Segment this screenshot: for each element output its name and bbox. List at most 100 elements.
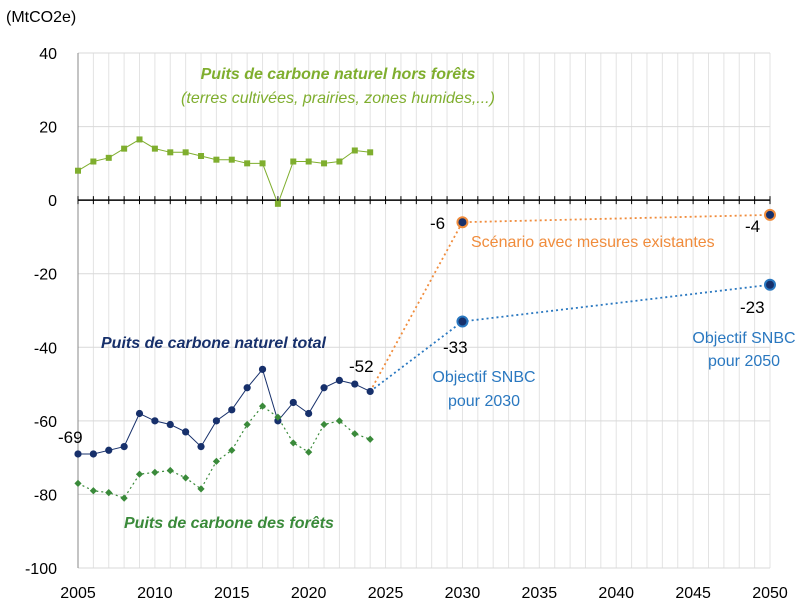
data-point: [305, 448, 313, 456]
data-point: [197, 443, 205, 451]
data-point: [336, 158, 343, 165]
data-point: [367, 149, 374, 156]
data-point: [289, 439, 297, 447]
value-label-end-total: -52: [349, 357, 374, 376]
data-point: [764, 278, 776, 291]
data-point: [228, 156, 235, 163]
data-point: [274, 417, 282, 425]
data-point: [120, 494, 128, 502]
data-point: [105, 488, 113, 497]
data-point: [228, 406, 236, 414]
data-point: [305, 409, 313, 418]
label-total: Puits de carbone naturel total: [101, 335, 326, 352]
data-point: [105, 154, 112, 161]
x-tick-label: 2010: [137, 585, 173, 602]
data-point: [166, 466, 174, 475]
chart-series: [77, 138, 771, 499]
unit-label: (MtCO2e): [6, 9, 76, 26]
data-point: [289, 398, 297, 407]
value-label-scenario-2050: -4: [745, 217, 760, 236]
series-line-3: [77, 405, 371, 499]
x-tick-label: 2050: [752, 585, 788, 602]
data-point: [351, 430, 359, 438]
data-point: [105, 446, 113, 454]
data-point: [351, 380, 359, 388]
data-point: [74, 479, 82, 487]
data-point: [151, 468, 159, 476]
data-point: [456, 315, 469, 328]
label-scenario: Scénario avec mesures existantes: [471, 234, 715, 251]
y-tick-label: -80: [34, 487, 57, 504]
x-tick-label: 2040: [598, 585, 634, 602]
label-snbc-2030-line2: pour 2030: [448, 393, 520, 410]
y-tick-label: -40: [34, 340, 57, 357]
data-point: [321, 160, 328, 167]
data-point: [166, 420, 174, 429]
data-point: [197, 485, 205, 493]
x-tick-label: 2025: [368, 585, 404, 602]
data-point: [456, 216, 469, 229]
data-point: [335, 376, 344, 384]
data-point: [335, 417, 344, 425]
value-label-snbc-2030: -33: [443, 338, 468, 357]
data-point: [351, 147, 358, 154]
data-point: [258, 402, 267, 410]
data-point: [305, 158, 312, 165]
label-snbc-2050-line1: Objectif SNBC: [692, 330, 795, 347]
data-point: [244, 160, 251, 167]
data-point: [75, 167, 81, 174]
data-point: [243, 420, 251, 429]
data-point: [182, 428, 190, 436]
data-point: [136, 136, 143, 143]
data-point: [212, 457, 220, 465]
data-point: [259, 160, 266, 167]
data-point: [320, 420, 328, 429]
x-tick-label: 2005: [60, 585, 96, 602]
chart-grid: [77, 52, 771, 569]
data-point: [258, 365, 267, 373]
data-point: [228, 446, 236, 454]
data-point: [151, 417, 159, 425]
data-point: [182, 474, 190, 482]
data-point: [212, 417, 220, 425]
x-tick-label: 2045: [675, 585, 711, 602]
label-forets: Puits de carbone des forêts: [124, 515, 334, 532]
data-point: [89, 450, 97, 458]
x-tick-label: 2015: [214, 585, 250, 602]
x-tick-label: 2035: [522, 585, 558, 602]
data-point: [90, 158, 97, 165]
data-point: [320, 384, 328, 392]
label-hors-forets-title: Puits de carbone naturel hors forêts: [201, 66, 476, 83]
data-point: [274, 413, 282, 421]
data-point: [89, 487, 97, 495]
data-point: [120, 443, 128, 451]
x-tick-label: 2030: [445, 585, 481, 602]
data-point: [290, 158, 297, 165]
data-point: [135, 409, 144, 418]
data-point: [366, 387, 374, 396]
y-tick-label: 20: [39, 120, 57, 137]
label-hors-forets-subtitle: (terres cultivées, prairies, zones humid…: [181, 90, 495, 107]
y-tick-label: -60: [34, 414, 57, 431]
value-label-snbc-2050: -23: [740, 298, 765, 317]
y-tick-label: 0: [48, 193, 57, 210]
y-tick-label: -100: [25, 561, 57, 578]
label-snbc-2050-line2: pour 2050: [708, 353, 780, 370]
series-line-2: [78, 368, 371, 455]
data-point: [366, 435, 374, 443]
value-label-scenario-2030: -6: [430, 214, 445, 233]
data-point: [121, 145, 128, 152]
chart-marks: [74, 136, 776, 502]
data-point: [167, 149, 174, 156]
data-point: [74, 450, 82, 458]
data-point: [182, 149, 189, 156]
data-point: [213, 156, 220, 163]
data-point: [274, 200, 281, 207]
data-point: [243, 384, 251, 392]
y-tick-label: 40: [39, 46, 57, 63]
data-point: [151, 145, 158, 152]
value-label-start-total: -69: [58, 428, 83, 447]
data-point: [198, 153, 205, 159]
